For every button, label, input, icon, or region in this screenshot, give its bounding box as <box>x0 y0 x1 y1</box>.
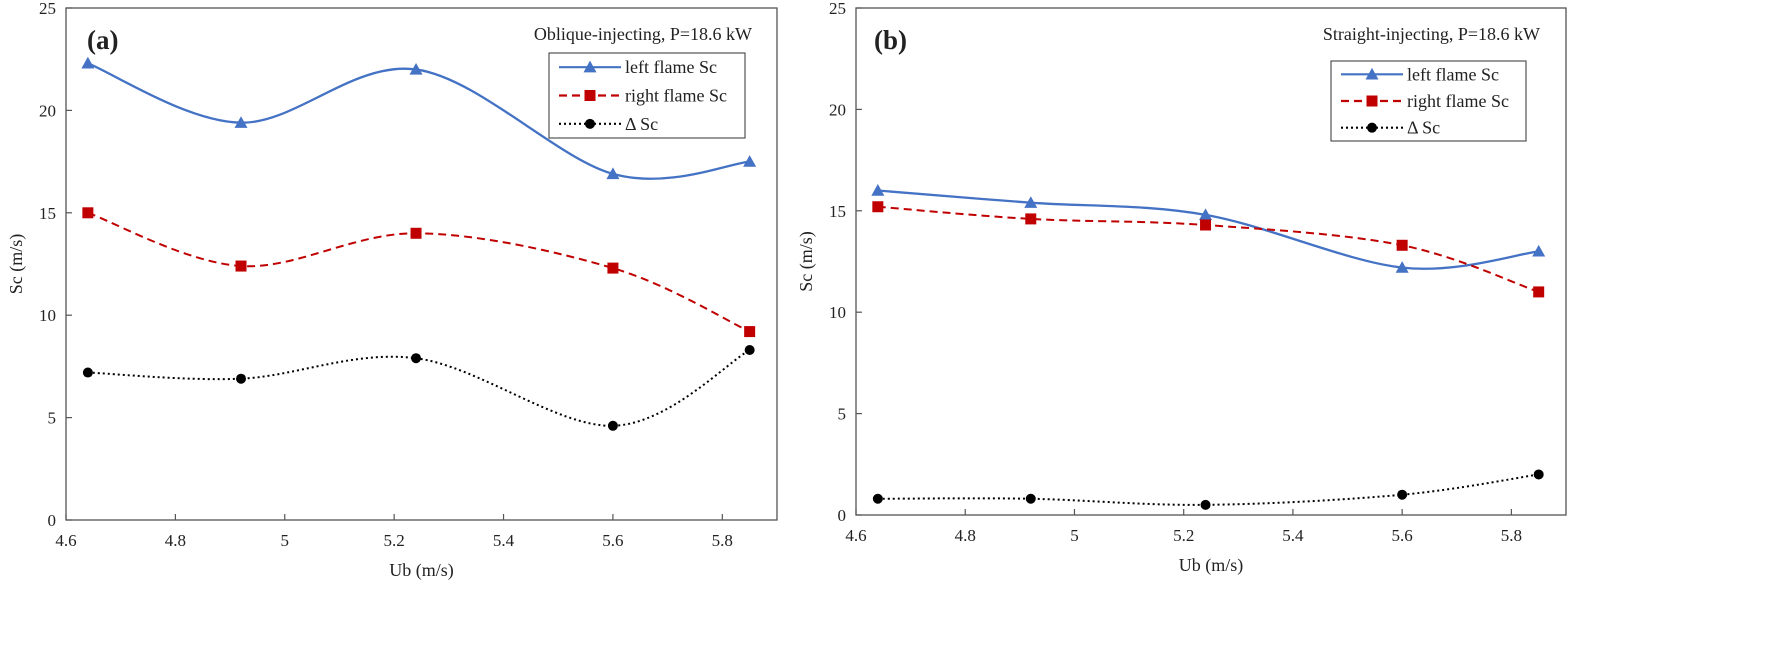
data-point <box>743 155 757 167</box>
legend-label: Δ Sc <box>625 114 658 134</box>
data-point <box>1533 469 1544 480</box>
chart-annotation: Oblique-injecting, P=18.6 kW <box>534 24 752 44</box>
y-tick-label: 0 <box>48 511 57 530</box>
data-point <box>871 184 885 196</box>
data-point <box>606 167 620 180</box>
data-point <box>236 373 247 384</box>
plot-frame <box>65 7 778 521</box>
data-point <box>1396 239 1408 251</box>
x-tick-label: 5.6 <box>602 531 623 550</box>
legend-marker <box>585 118 595 129</box>
chart-annotation: Straight-injecting, P=18.6 kW <box>1323 24 1540 44</box>
legend: left flame Sc right flame Sc Δ Sc <box>548 52 746 139</box>
legend-label: Δ Sc <box>1407 118 1440 138</box>
data-point <box>1397 489 1408 500</box>
data-point <box>607 420 618 431</box>
x-tick-label: 5 <box>1070 526 1079 545</box>
legend-marker <box>1366 95 1378 107</box>
y-tick-label: 25 <box>829 0 846 18</box>
data-point <box>1532 244 1546 257</box>
series-left-flame <box>81 56 757 180</box>
x-tick-label: 4.8 <box>165 531 186 550</box>
y-tick-label: 0 <box>838 506 847 525</box>
plot-frame <box>855 7 1567 516</box>
legend-box <box>548 52 746 139</box>
x-tick-label: 5 <box>281 531 290 550</box>
data-point <box>411 353 422 364</box>
data-point <box>872 201 884 213</box>
data-point <box>1395 261 1409 273</box>
x-tick-label: 5.4 <box>493 531 515 550</box>
y-tick-label: 15 <box>39 204 56 223</box>
y-axis-label: Sc (m/s) <box>6 234 27 295</box>
legend-marker <box>583 60 597 73</box>
y-tick-label: 5 <box>48 409 57 428</box>
data-point <box>1024 196 1038 208</box>
legend-label: left flame Sc <box>625 57 717 77</box>
chart-panel-a: 0 5 10 15 20 25 4.6 4.8 5 5.2 5.4 5.6 5.8 Ub (m/s) Sc … <box>6 0 778 581</box>
data-point <box>81 56 95 69</box>
series-line <box>877 473 1539 506</box>
data-point <box>1200 219 1212 231</box>
x-tick-label: 4.8 <box>955 526 976 545</box>
x-tick-label: 4.6 <box>845 526 866 545</box>
x-tick-label: 5.6 <box>1392 526 1413 545</box>
x-tick-label: 5.8 <box>712 531 733 550</box>
x-tick-label: 5.4 <box>1282 526 1304 545</box>
data-point <box>235 260 247 272</box>
legend-label: right flame Sc <box>625 86 727 106</box>
legend: left flame Sc right flame Sc Δ Sc <box>1330 60 1527 142</box>
y-tick-label: 15 <box>829 202 846 221</box>
data-point <box>234 116 248 128</box>
series-delta <box>872 469 1544 510</box>
data-point <box>744 326 756 338</box>
y-axis-label: Sc (m/s) <box>796 231 817 292</box>
data-point <box>1025 493 1036 504</box>
x-axis-label: Ub (m/s) <box>389 560 454 581</box>
y-tick-label: 10 <box>829 303 846 322</box>
legend-marker <box>584 90 596 101</box>
data-point <box>1025 213 1037 225</box>
panel-label: (a) <box>87 25 118 55</box>
x-tick-label: 4.6 <box>55 531 76 550</box>
chart-panel-b: 0 5 10 15 20 25 4.6 4.8 5 5.2 5.4 5.6 5.8 Ub (m/s) Sc … <box>796 0 1567 576</box>
data-point <box>410 227 422 239</box>
data-point <box>872 493 883 504</box>
x-tick-label: 5.8 <box>1501 526 1522 545</box>
y-tick-label: 25 <box>39 0 56 18</box>
data-point <box>82 367 93 378</box>
data-point <box>82 207 94 219</box>
y-tick-label: 20 <box>829 100 846 119</box>
x-tick-label: 5.2 <box>384 531 405 550</box>
legend-label: left flame Sc <box>1407 64 1499 84</box>
series-delta <box>82 345 755 431</box>
legend-label: right flame Sc <box>1407 91 1509 111</box>
x-axis-label: Ub (m/s) <box>1179 555 1244 576</box>
y-tick-label: 20 <box>39 101 56 120</box>
data-point <box>744 345 755 356</box>
series-right-flame <box>82 207 756 338</box>
series-right-flame <box>872 201 1545 298</box>
x-tick-label: 5.2 <box>1173 526 1194 545</box>
legend-marker <box>1367 122 1377 133</box>
legend-marker <box>1365 67 1379 80</box>
data-point <box>607 262 619 274</box>
data-point <box>1199 208 1213 221</box>
series-left-flame <box>871 184 1546 273</box>
panel-label: (b) <box>874 25 907 55</box>
data-point <box>409 62 423 75</box>
y-tick-label: 5 <box>838 405 847 424</box>
data-point <box>1200 499 1211 510</box>
data-point <box>1533 286 1545 298</box>
y-tick-label: 10 <box>39 306 56 325</box>
